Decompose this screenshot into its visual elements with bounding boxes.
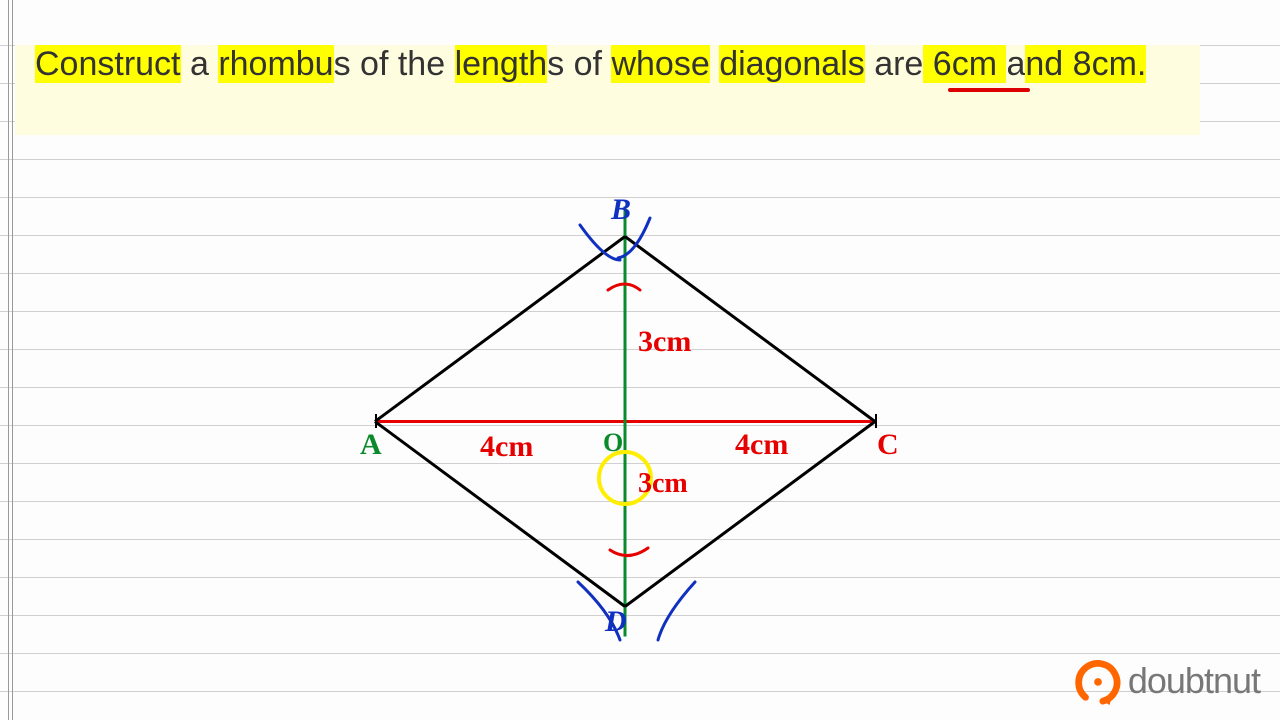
vertex-A: A xyxy=(360,428,382,462)
vertex-O: O xyxy=(603,428,623,458)
logo-text: doubtnut xyxy=(1128,660,1260,702)
vertex-B: B xyxy=(611,193,631,227)
vertex-C: C xyxy=(877,428,899,462)
arc-0 xyxy=(580,225,620,260)
measure-label-3: 3cm xyxy=(638,468,688,500)
vertex-D: D xyxy=(605,605,627,639)
measure-label-2: 4cm xyxy=(735,428,788,462)
arc-5 xyxy=(658,582,695,640)
construction-arcs xyxy=(0,0,1280,720)
logo-icon xyxy=(1074,657,1122,705)
measure-label-0: 3cm xyxy=(638,325,691,359)
doubtnut-logo: doubtnut xyxy=(1074,657,1260,705)
arc-2 xyxy=(608,284,640,290)
measure-label-1: 4cm xyxy=(480,430,533,464)
arc-3 xyxy=(610,548,648,556)
